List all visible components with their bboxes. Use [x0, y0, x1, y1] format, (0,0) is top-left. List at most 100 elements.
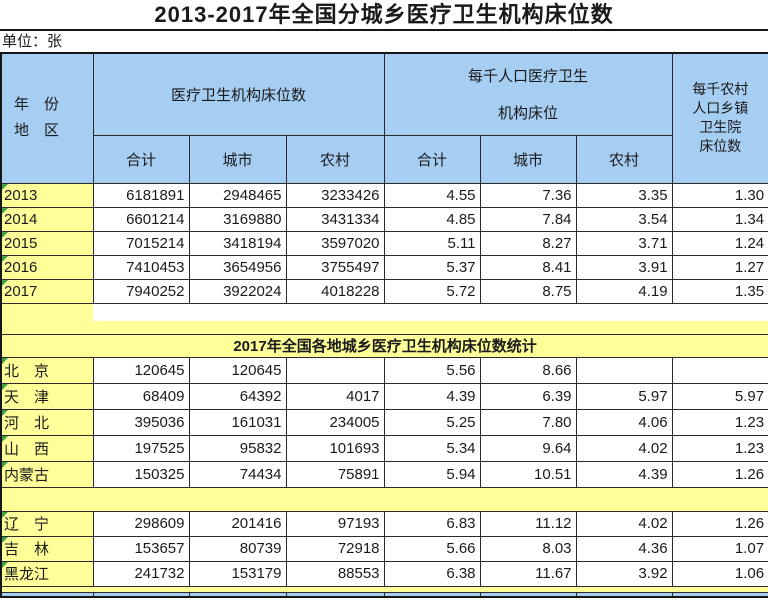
data-cell[interactable]: 1.23	[671, 434, 768, 462]
data-cell[interactable]: 80739	[188, 535, 287, 562]
subheader-beds-rural[interactable]: 农村	[285, 134, 385, 184]
data-cell[interactable]: 1.06	[671, 560, 768, 587]
data-cell[interactable]: 3418194	[188, 230, 287, 256]
data-cell[interactable]: 3922024	[188, 278, 287, 304]
data-cell[interactable]: 6181891	[92, 182, 190, 208]
data-cell[interactable]: 11.12	[479, 510, 577, 537]
data-cell[interactable]: 6.38	[383, 560, 481, 587]
header-group-beds[interactable]: 医疗卫生机构床位数	[92, 52, 385, 136]
subheader-beds-urban[interactable]: 城市	[188, 134, 287, 184]
data-cell[interactable]: 4.39	[575, 460, 673, 488]
data-cell[interactable]: 5.56	[383, 356, 481, 384]
data-cell[interactable]: 4.55	[383, 182, 481, 208]
section-title[interactable]: 2017年全国各地城乡医疗卫生机构床位数统计	[1, 333, 768, 358]
data-cell[interactable]: 7.84	[479, 206, 577, 232]
data-cell[interactable]: 5.11	[383, 230, 481, 256]
data-cell[interactable]: 4.36	[575, 535, 673, 562]
data-cell[interactable]: 7015214	[92, 230, 190, 256]
data-cell[interactable]: 5.34	[383, 434, 481, 462]
subheader-percap-rural[interactable]: 农村	[575, 134, 673, 184]
data-cell[interactable]: 88553	[285, 560, 385, 587]
data-cell[interactable]: 4.02	[575, 510, 673, 537]
data-cell[interactable]: 197525	[92, 434, 190, 462]
data-cell[interactable]: 7.80	[479, 408, 577, 436]
data-cell[interactable]: 4.39	[383, 382, 481, 410]
data-cell[interactable]: 3169880	[188, 206, 287, 232]
data-cell[interactable]: 4.06	[575, 408, 673, 436]
data-cell[interactable]: 10.51	[479, 460, 577, 488]
row-label-cell[interactable]: 北 京	[0, 356, 94, 384]
data-cell[interactable]: 6.39	[479, 382, 577, 410]
data-cell[interactable]: 1.24	[671, 230, 768, 256]
data-cell[interactable]: 5.37	[383, 254, 481, 280]
subheader-percap-urban[interactable]: 城市	[479, 134, 577, 184]
data-cell[interactable]: 1.26	[671, 510, 768, 537]
data-cell[interactable]: 1.27	[671, 254, 768, 280]
data-cell[interactable]: 9.64	[479, 434, 577, 462]
data-cell[interactable]: 3.54	[575, 206, 673, 232]
data-cell[interactable]: 5.25	[383, 408, 481, 436]
data-cell[interactable]: 6.83	[383, 510, 481, 537]
data-cell[interactable]: 7.36	[479, 182, 577, 208]
data-cell[interactable]: 5.97	[575, 382, 673, 410]
data-cell[interactable]: 3.71	[575, 230, 673, 256]
data-cell[interactable]: 120645	[92, 356, 190, 384]
data-cell[interactable]: 5.94	[383, 460, 481, 488]
subheader-percap-total[interactable]: 合计	[383, 134, 481, 184]
row-label-cell[interactable]: 2015	[0, 230, 94, 256]
data-cell[interactable]	[671, 356, 768, 384]
data-cell[interactable]: 11.67	[479, 560, 577, 587]
row-label-cell[interactable]: 2017	[0, 278, 94, 304]
data-cell[interactable]: 5.97	[671, 382, 768, 410]
data-cell[interactable]: 7940252	[92, 278, 190, 304]
data-cell[interactable]: 3755497	[285, 254, 385, 280]
data-cell[interactable]: 7410453	[92, 254, 190, 280]
subheader-beds-total[interactable]: 合计	[92, 134, 190, 184]
header-year-region-cell[interactable]: 年 份 地 区	[0, 52, 94, 184]
data-cell[interactable]: 4018228	[285, 278, 385, 304]
data-cell[interactable]: 3431334	[285, 206, 385, 232]
data-cell[interactable]: 161031	[188, 408, 287, 436]
data-cell[interactable]: 4.85	[383, 206, 481, 232]
data-cell[interactable]: 3233426	[285, 182, 385, 208]
data-cell[interactable]: 8.03	[479, 535, 577, 562]
data-cell[interactable]: 3654956	[188, 254, 287, 280]
data-cell[interactable]: 8.27	[479, 230, 577, 256]
data-cell[interactable]: 1.07	[671, 535, 768, 562]
data-cell[interactable]: 75891	[285, 460, 385, 488]
data-cell[interactable]: 72918	[285, 535, 385, 562]
row-label-cell[interactable]: 吉 林	[0, 535, 94, 562]
data-cell[interactable]: 1.23	[671, 408, 768, 436]
row-label-cell[interactable]: 内蒙古	[0, 460, 94, 488]
data-cell[interactable]: 97193	[285, 510, 385, 537]
data-cell[interactable]: 5.72	[383, 278, 481, 304]
data-cell[interactable]: 95832	[188, 434, 287, 462]
data-cell[interactable]: 4.19	[575, 278, 673, 304]
data-cell[interactable]: 298609	[92, 510, 190, 537]
row-label-cell[interactable]: 辽 宁	[0, 510, 94, 537]
data-cell[interactable]: 6601214	[92, 206, 190, 232]
data-cell[interactable]: 150325	[92, 460, 190, 488]
data-cell[interactable]: 3.91	[575, 254, 673, 280]
data-cell[interactable]: 4.02	[575, 434, 673, 462]
data-cell[interactable]: 201416	[188, 510, 287, 537]
data-cell[interactable]: 395036	[92, 408, 190, 436]
data-cell[interactable]: 8.75	[479, 278, 577, 304]
data-cell[interactable]: 3.35	[575, 182, 673, 208]
row-label-cell[interactable]: 河 北	[0, 408, 94, 436]
data-cell[interactable]: 1.34	[671, 206, 768, 232]
row-label-cell[interactable]: 2013	[0, 182, 94, 208]
data-cell[interactable]: 8.66	[479, 356, 577, 384]
data-cell[interactable]: 120645	[188, 356, 287, 384]
data-cell[interactable]: 1.26	[671, 460, 768, 488]
row-label-cell[interactable]: 黑龙江	[0, 560, 94, 587]
data-cell[interactable]: 1.35	[671, 278, 768, 304]
row-label-cell[interactable]: 2016	[0, 254, 94, 280]
data-cell[interactable]: 241732	[92, 560, 190, 587]
data-cell[interactable]: 8.41	[479, 254, 577, 280]
header-group-per-capita[interactable]: 每千人口医疗卫生 机构床位	[383, 52, 673, 136]
row-label-cell[interactable]: 天 津	[0, 382, 94, 410]
data-cell[interactable]: 74434	[188, 460, 287, 488]
data-cell[interactable]: 5.66	[383, 535, 481, 562]
row-label-cell[interactable]: 2014	[0, 206, 94, 232]
